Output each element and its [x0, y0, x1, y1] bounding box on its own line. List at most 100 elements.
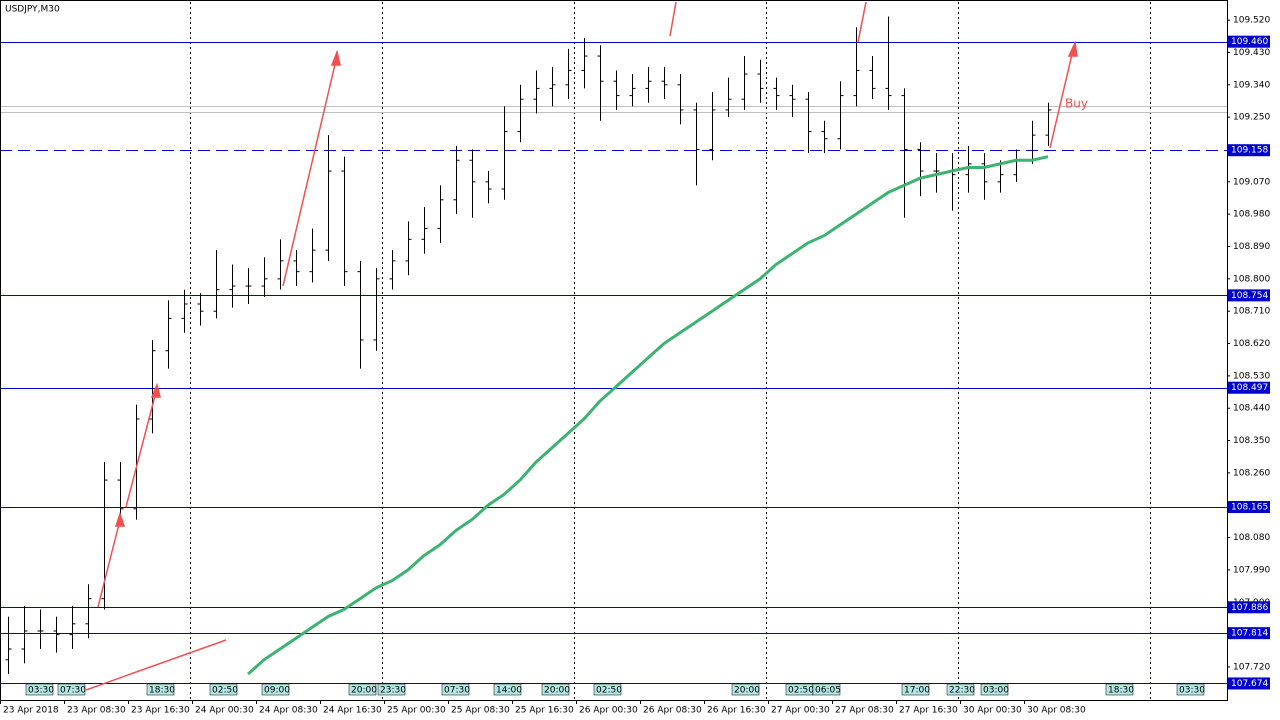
- time-marker: 20:00: [351, 686, 377, 696]
- y-tick-label: 109.070: [1233, 177, 1270, 187]
- x-tick-label: 27 Apr 00:30: [771, 706, 830, 716]
- arrow-head: [1067, 40, 1078, 57]
- dashed-level-label: 109.158: [1231, 146, 1268, 156]
- time-marker-box: [25, 683, 54, 696]
- time-marker-box: [57, 683, 86, 696]
- level-label: 108.165: [1231, 503, 1268, 513]
- time-marker-box: [441, 683, 470, 696]
- time-marker-box: [377, 683, 406, 696]
- level-label: 108.497: [1231, 383, 1268, 393]
- y-tick-label: 109.520: [1233, 16, 1270, 26]
- axes-layer: 109.520109.430109.340109.250109.160109.0…: [0, 16, 1270, 716]
- x-tick-label: 25 Apr 16:30: [515, 706, 574, 716]
- time-marker-box: [946, 683, 975, 696]
- time-marker: 23:30: [380, 686, 406, 696]
- arrow: [857, 1, 867, 43]
- x-tick-label: 26 Apr 00:30: [579, 706, 638, 716]
- arrow-head: [150, 382, 161, 398]
- level-label: 109.460: [1231, 37, 1268, 47]
- x-tick-label: 30 Apr 00:30: [963, 706, 1022, 716]
- time-marker: 02:50: [788, 686, 814, 696]
- arrows: [85, 1, 1078, 691]
- x-tick-label: 26 Apr 16:30: [707, 706, 766, 716]
- level-label-box: [1228, 601, 1270, 614]
- arrow: [97, 519, 121, 608]
- y-tick-label: 108.080: [1233, 533, 1270, 543]
- time-marker: 18:30: [1108, 686, 1134, 696]
- x-tick-label: 23 Apr 16:30: [131, 706, 190, 716]
- bars-layer: [5, 16, 1052, 676]
- time-marker: 09:00: [264, 686, 290, 696]
- time-marker-box: [209, 683, 238, 696]
- y-tick-label: 108.440: [1233, 404, 1270, 414]
- level-label: 108.754: [1231, 291, 1268, 301]
- time-marker: 14:00: [496, 686, 522, 696]
- time-marker-box: [348, 683, 377, 696]
- time-marker: 18:30: [149, 686, 175, 696]
- moving-average: [247, 155, 1049, 676]
- arrow-head: [114, 511, 126, 527]
- x-tick-label: 25 Apr 08:30: [451, 706, 510, 716]
- time-marker-box: [593, 683, 622, 696]
- time-marker: 03:30: [28, 686, 54, 696]
- y-tick-label: 107.990: [1233, 565, 1270, 575]
- level-label-box: [1228, 381, 1270, 394]
- time-marker: 03:30: [1179, 686, 1205, 696]
- time-marker: 17:00: [904, 686, 930, 696]
- time-marker: 20:00: [544, 686, 570, 696]
- time-marker: 20:00: [734, 686, 760, 696]
- time-marker-box: [980, 683, 1009, 696]
- time-marker: 07:30: [60, 686, 86, 696]
- time-marker-box: [541, 683, 570, 696]
- y-tick-label: 109.340: [1233, 80, 1270, 90]
- y-tick-label: 108.620: [1233, 339, 1270, 349]
- level-label: 107.674: [1231, 679, 1268, 689]
- time-marker: 03:00: [983, 686, 1009, 696]
- trend-line: [85, 639, 227, 691]
- levels-layer: [0, 42, 1227, 684]
- y-tick-label: 108.260: [1233, 468, 1270, 478]
- time-marker-box: [1105, 683, 1134, 696]
- time-marker-box: [901, 683, 930, 696]
- arrow: [125, 391, 157, 508]
- y-tick-label: 108.800: [1233, 274, 1270, 284]
- y-tick-label: 108.980: [1233, 210, 1270, 220]
- x-tick-label: 23 Apr 08:30: [67, 706, 126, 716]
- x-tick-label: 27 Apr 16:30: [899, 706, 958, 716]
- level-label-box: [1228, 289, 1270, 302]
- level-label-box: [1228, 35, 1270, 48]
- time-marker-box: [731, 683, 760, 696]
- x-tick-label: 30 Apr 08:30: [1027, 706, 1086, 716]
- time-marker-box: [812, 683, 841, 696]
- chart-title: USDJPY,M30: [5, 5, 60, 15]
- y-tick-label: 107.720: [1233, 662, 1270, 672]
- y-tick-label: 108.530: [1233, 371, 1270, 381]
- level-label: 107.814: [1231, 629, 1268, 639]
- time-marker: 02:50: [212, 686, 238, 696]
- x-tick-label: 24 Apr 08:30: [259, 706, 318, 716]
- x-tick-label: 25 Apr 00:30: [387, 706, 446, 716]
- arrow: [282, 59, 337, 287]
- time-marker-box: [493, 683, 522, 696]
- y-tick-label: 108.710: [1233, 307, 1270, 317]
- y-tick-label: 109.430: [1233, 48, 1270, 58]
- time-marker: 07:30: [444, 686, 470, 696]
- y-tick-label: 109.250: [1233, 113, 1270, 123]
- frame: [0, 0, 1228, 701]
- arrow: [1049, 49, 1074, 149]
- annotation: Buy: [1065, 97, 1088, 111]
- x-tick-label: 24 Apr 00:30: [195, 706, 254, 716]
- level-label: 107.886: [1231, 603, 1268, 613]
- x-tick-label: 23 Apr 2018: [3, 706, 59, 716]
- time-marker-box: [146, 683, 175, 696]
- level-label-box: [1228, 677, 1270, 690]
- dashed-level-label-box: [1228, 144, 1270, 157]
- time-marker: 02:50: [596, 686, 622, 696]
- level-label-box: [1228, 627, 1270, 640]
- y-tick-label: 108.890: [1233, 242, 1270, 252]
- arrow: [669, 1, 677, 37]
- y-tick-label: 108.350: [1233, 436, 1270, 446]
- x-tick-label: 27 Apr 08:30: [835, 706, 894, 716]
